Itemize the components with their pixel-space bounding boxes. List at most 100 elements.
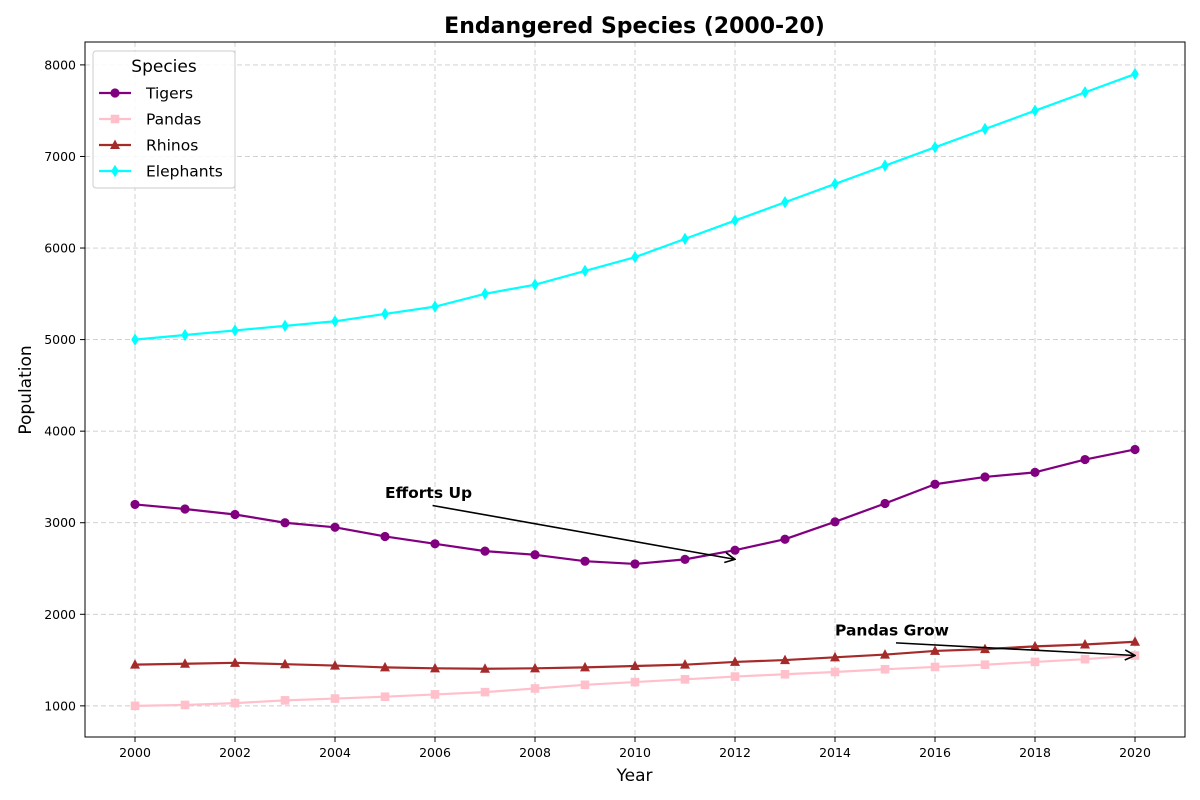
annotation-text: Pandas Grow [835, 621, 949, 639]
data-point-tigers [1080, 454, 1090, 465]
data-point-rhinos [930, 645, 940, 655]
data-point-pandas [1080, 654, 1090, 664]
data-point-rhinos [430, 662, 440, 673]
data-point-pandas [280, 696, 290, 705]
data-point-elephants [1081, 86, 1089, 99]
data-point-elephants [481, 287, 489, 301]
data-point-elephants [1131, 67, 1139, 81]
legend-label-pandas: Pandas [146, 111, 201, 129]
data-point-elephants [981, 122, 989, 136]
data-point-tigers [680, 554, 690, 564]
data-point-elephants [181, 328, 189, 342]
legend-marker-elephants [111, 164, 119, 178]
chart-title: Endangered Species (2000-20) [444, 14, 825, 39]
data-point-tigers [280, 518, 290, 528]
data-point-elephants [681, 232, 689, 246]
x-tick-label: 2006 [419, 745, 451, 760]
x-tick-label: 2020 [1119, 745, 1151, 760]
annotation-text: Efforts Up [385, 484, 472, 502]
y-tick-label: 7000 [44, 149, 76, 164]
data-point-tigers [780, 534, 790, 544]
data-point-rhinos [480, 663, 490, 673]
data-point-pandas [880, 664, 890, 674]
y-tick-label: 6000 [44, 241, 76, 256]
data-point-rhinos [1080, 639, 1090, 649]
data-point-elephants [131, 333, 139, 346]
data-point-elephants [931, 141, 939, 154]
data-point-rhinos [680, 659, 690, 669]
legend-label-elephants: Elephants [146, 163, 223, 181]
x-tick-label: 2012 [719, 745, 751, 760]
x-tick-label: 2018 [1019, 745, 1051, 760]
data-point-pandas [380, 692, 390, 702]
x-tick-label: 2008 [519, 745, 551, 760]
y-tick-label: 1000 [44, 698, 76, 713]
data-point-tigers [1130, 444, 1140, 455]
axis-ticks: 2000 2002 2004 2006 2008 2010 2012 2014 2016 2018… [44, 57, 1151, 760]
data-point-elephants [331, 315, 339, 328]
data-point-pandas [980, 660, 990, 669]
data-point-tigers [1030, 467, 1040, 477]
data-point-rhinos [830, 651, 840, 662]
data-point-rhinos [330, 660, 340, 670]
data-point-rhinos [130, 659, 140, 669]
plot-frame [84, 41, 1186, 738]
data-point-pandas [180, 700, 190, 710]
x-axis-label: Year [616, 766, 653, 786]
data-point-elephants [231, 324, 239, 337]
data-point-elephants [731, 214, 739, 227]
data-point-pandas [430, 690, 440, 699]
data-point-pandas [230, 698, 240, 708]
data-point-tigers [430, 539, 440, 549]
x-tick-label: 2000 [119, 745, 151, 760]
data-point-pandas [330, 694, 340, 703]
data-point-elephants [831, 177, 839, 191]
data-point-pandas [830, 667, 840, 677]
data-point-elephants [631, 250, 639, 264]
data-point-elephants [381, 307, 389, 321]
data-point-tigers [480, 546, 490, 556]
legend-box [92, 50, 236, 189]
data-point-rhinos [180, 658, 190, 668]
series-elephants [131, 67, 1139, 346]
x-tick-label: 2004 [319, 745, 351, 760]
data-point-rhinos [280, 658, 290, 669]
data-point-tigers [380, 531, 390, 542]
legend-item-tigers: Tigers [99, 85, 193, 103]
legend-item-pandas: Pandas [99, 111, 201, 129]
data-point-tigers [930, 479, 940, 489]
data-point-rhinos [730, 656, 740, 666]
data-point-tigers [580, 556, 590, 566]
data-point-pandas [130, 701, 140, 711]
data-point-tigers [830, 517, 840, 527]
data-point-tigers [330, 522, 340, 532]
data-point-tigers [130, 499, 140, 510]
legend-label-rhinos: Rhinos [146, 137, 198, 155]
y-tick-label: 2000 [44, 607, 76, 622]
data-point-tigers [530, 550, 540, 560]
data-point-elephants [781, 196, 789, 209]
data-point-tigers [180, 504, 190, 514]
data-point-elephants [281, 319, 289, 333]
data-point-rhinos [380, 661, 390, 672]
data-point-elephants [881, 159, 889, 172]
data-point-pandas [930, 662, 940, 672]
data-point-rhinos [580, 661, 590, 672]
data-point-tigers [630, 559, 640, 569]
series-rhinos [130, 636, 1140, 673]
data-point-elephants [1031, 104, 1039, 117]
x-tick-label: 2002 [219, 745, 251, 760]
data-point-tigers [230, 509, 240, 520]
data-point-rhinos [1130, 636, 1140, 646]
data-point-pandas [480, 687, 490, 697]
series-layer [130, 67, 1140, 711]
data-point-elephants [431, 300, 439, 313]
data-point-elephants [531, 278, 539, 291]
data-point-rhinos [230, 657, 240, 667]
data-point-tigers [880, 498, 890, 509]
data-point-pandas [780, 669, 790, 679]
data-point-rhinos [1030, 640, 1040, 651]
data-point-tigers [980, 472, 990, 482]
y-tick-label: 8000 [44, 57, 76, 72]
